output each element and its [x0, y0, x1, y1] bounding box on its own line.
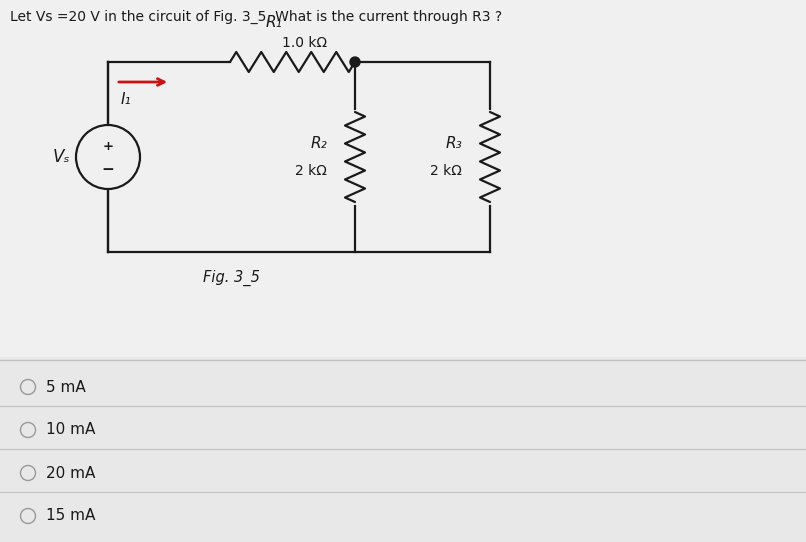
Text: −: − — [102, 162, 114, 177]
FancyBboxPatch shape — [0, 357, 806, 542]
Circle shape — [350, 57, 360, 67]
Text: I₁: I₁ — [121, 92, 131, 107]
Text: Fig. 3_5: Fig. 3_5 — [203, 270, 260, 286]
Text: 1.0 kΩ: 1.0 kΩ — [282, 36, 327, 50]
Text: Let Vs =20 V in the circuit of Fig. 3_5. What is the current through R3 ?: Let Vs =20 V in the circuit of Fig. 3_5.… — [10, 10, 502, 24]
Text: 10 mA: 10 mA — [46, 423, 95, 437]
Text: R₂: R₂ — [310, 136, 327, 151]
Text: Vₛ: Vₛ — [53, 148, 71, 166]
Text: R₃: R₃ — [445, 136, 462, 151]
Text: 20 mA: 20 mA — [46, 466, 95, 481]
Text: 2 kΩ: 2 kΩ — [430, 164, 462, 178]
Text: 15 mA: 15 mA — [46, 508, 95, 524]
Text: 5 mA: 5 mA — [46, 379, 85, 395]
FancyBboxPatch shape — [0, 0, 806, 362]
Text: 2 kΩ: 2 kΩ — [295, 164, 327, 178]
Text: +: + — [102, 139, 114, 152]
Text: R₁: R₁ — [265, 15, 282, 30]
Circle shape — [76, 125, 140, 189]
